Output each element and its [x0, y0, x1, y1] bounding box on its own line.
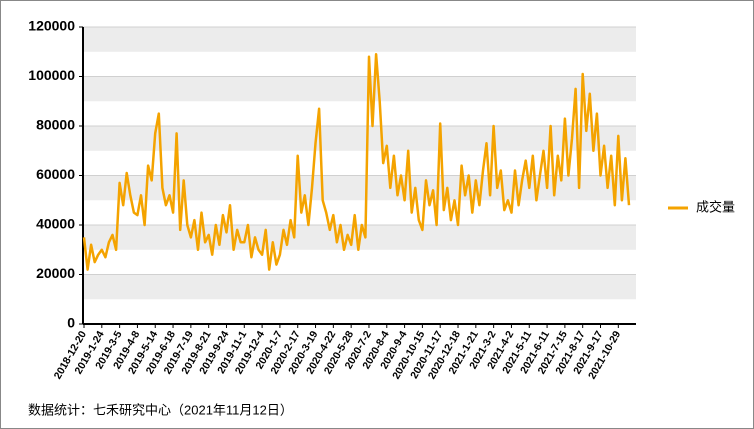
- y-tick-label: 120000: [28, 18, 75, 34]
- grid-band: [83, 27, 636, 52]
- y-tick-label: 60000: [36, 166, 75, 182]
- y-tick-label: 80000: [36, 117, 75, 133]
- grid-band: [83, 76, 636, 102]
- legend-label: 成交量: [696, 199, 735, 214]
- series-line: [82, 52, 631, 271]
- y-tick-label: 0: [67, 315, 75, 331]
- grid-band: [83, 274, 636, 300]
- y-tick-label: 40000: [36, 216, 75, 232]
- source-note: 数据统计：七禾研究中心（2021年11月12日）: [28, 402, 293, 417]
- y-tick-label: 100000: [28, 67, 75, 83]
- grid-band: [83, 126, 636, 151]
- y-tick-label: 20000: [36, 265, 75, 281]
